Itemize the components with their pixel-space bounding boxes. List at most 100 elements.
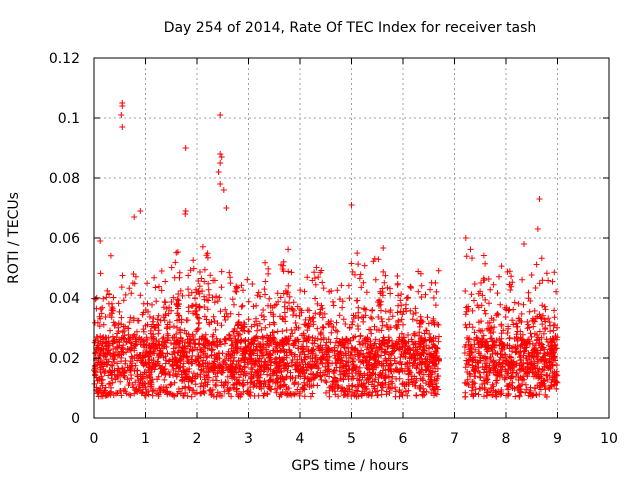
data-point (417, 344, 424, 351)
data-point (271, 329, 277, 336)
data-point (281, 381, 288, 388)
data-point (392, 393, 399, 400)
data-point (201, 376, 208, 383)
data-point (326, 353, 333, 360)
data-point (301, 386, 308, 393)
data-point (462, 321, 469, 328)
data-point (334, 287, 341, 294)
data-point (385, 326, 392, 333)
y-tick-label: 0.08 (49, 171, 80, 187)
data-point (309, 334, 316, 341)
data-point (99, 382, 106, 389)
data-point (269, 370, 276, 377)
data-point (550, 336, 557, 343)
data-point (173, 249, 180, 256)
y-tick-label: 0.06 (49, 231, 80, 247)
data-point (388, 378, 395, 385)
x-tick-label: 8 (502, 431, 511, 447)
data-point (116, 308, 123, 315)
data-point (531, 344, 538, 351)
data-point (197, 371, 204, 378)
data-point (407, 307, 414, 314)
data-point (166, 390, 173, 397)
data-point (205, 297, 212, 304)
data-point (487, 286, 494, 293)
data-point (500, 360, 506, 367)
data-point (351, 351, 358, 358)
data-point (308, 347, 315, 353)
data-point (109, 305, 116, 312)
data-point (382, 272, 389, 279)
x-tick-label: 6 (399, 431, 408, 447)
data-point (260, 341, 267, 348)
data-point (192, 295, 198, 301)
data-point (553, 385, 560, 392)
data-point (301, 288, 308, 295)
data-point (545, 277, 552, 284)
data-point (182, 339, 189, 346)
data-point (112, 376, 119, 383)
data-point (262, 324, 269, 331)
data-point (371, 363, 378, 370)
data-point (408, 285, 414, 291)
data-point (340, 352, 347, 359)
data-point (178, 316, 185, 323)
data-point (367, 374, 374, 381)
data-point (121, 372, 128, 379)
data-point (390, 348, 397, 355)
data-point (487, 366, 494, 373)
data-point (404, 392, 411, 399)
data-point (300, 369, 307, 376)
data-point (189, 387, 196, 394)
data-point (143, 334, 150, 341)
data-point (190, 265, 197, 272)
data-point (509, 379, 516, 386)
data-point (365, 350, 372, 357)
data-point (273, 301, 280, 308)
data-point (353, 387, 360, 394)
data-point (171, 379, 178, 386)
data-point (247, 352, 254, 358)
data-point (241, 323, 248, 330)
data-point (395, 292, 402, 299)
data-point (498, 330, 505, 337)
data-point (149, 301, 155, 308)
data-point (283, 373, 290, 380)
data-point (188, 303, 195, 310)
data-point (175, 312, 182, 319)
data-point (218, 322, 225, 329)
data-point (196, 290, 203, 297)
data-point (337, 360, 344, 367)
data-point (380, 245, 387, 251)
data-point (248, 339, 255, 345)
data-point (139, 379, 146, 386)
data-point (294, 366, 301, 372)
data-point (515, 383, 522, 390)
data-point (335, 393, 342, 400)
data-point (524, 373, 531, 380)
data-point (363, 385, 370, 392)
data-point (491, 367, 498, 374)
data-point (108, 384, 115, 391)
data-point (144, 321, 151, 328)
data-point (177, 334, 184, 341)
data-point (270, 313, 277, 320)
data-point (498, 263, 505, 270)
data-point (193, 328, 200, 335)
data-point (238, 303, 245, 310)
data-point (368, 330, 375, 337)
data-point (138, 389, 145, 395)
data-point (304, 381, 311, 388)
data-point (540, 378, 547, 385)
data-point (260, 307, 267, 313)
data-point (367, 314, 374, 321)
data-point (284, 305, 291, 312)
data-point (294, 303, 301, 310)
data-point (358, 284, 365, 291)
data-point (345, 354, 352, 361)
data-point (333, 319, 340, 326)
data-point (190, 370, 197, 377)
data-point (244, 276, 251, 283)
data-point (184, 366, 190, 373)
data-point (96, 323, 103, 330)
